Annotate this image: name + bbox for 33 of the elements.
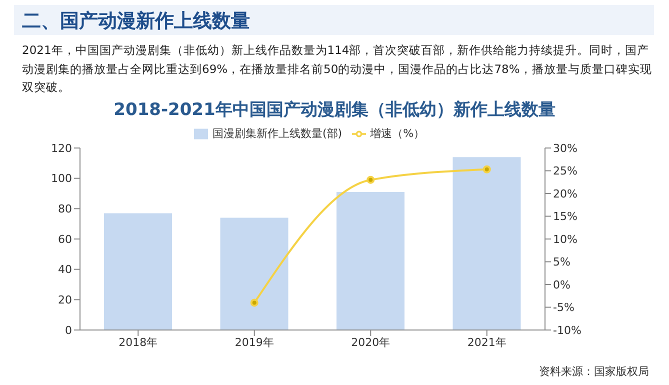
y2-tick-label: 10% [553,232,578,246]
y2-tick-label: 30% [553,142,578,155]
y2-tick-label: 20% [553,187,578,200]
y-tick-label: 40 [58,263,72,276]
point [250,298,258,307]
y-tick-label: 80 [58,202,72,216]
x-tick-label: 2020年 [351,336,390,349]
point [482,165,491,174]
legend-label: 增速（%） [370,127,425,140]
bar [220,218,288,330]
y-tick-label: 100 [51,172,72,186]
chart-subtitle: 二、国产动漫新作上线数量 [22,9,250,34]
bar [452,157,521,330]
y2-tick-label: 0% [553,278,570,292]
x-tick-label: 2018年 [118,336,158,349]
x-tick-label: 2019年 [234,336,274,349]
bar [336,192,404,330]
y-tick-label: 120 [51,142,72,155]
legend-label: 国漫剧集新作上线数量(部) [212,127,342,140]
y-tick-label: 20 [58,294,72,307]
x-tick-label: 2021年 [467,336,506,349]
chart-title: 2018-2021年中国国产动漫剧集（非低幼）新作上线数量 [112,99,556,121]
y-tick-label: 0 [65,324,72,337]
text: 2021年，中国国产动漫剧集（非低幼）新上线作品数量为114部，首次突破百部，新作供给能力持续提升。同时，国产动漫剧集的播放量占全网比重达到69%，在播放量排名前50的动漫中，国漫作品的占比达78%，播放量与质量口碑实现双突破。 [22,42,653,96]
y2-tick-label: 15% [553,210,578,224]
y2-tick-label: -5% [553,301,574,314]
y2-tick-label: 25% [553,164,578,178]
bar [104,213,172,330]
point [366,176,375,184]
y2-tick-label: 5% [553,256,570,269]
y-tick-label: 60 [58,232,72,246]
text: 资料来源：国家版权局 [539,364,649,379]
y2-tick-label: -10% [553,324,582,337]
